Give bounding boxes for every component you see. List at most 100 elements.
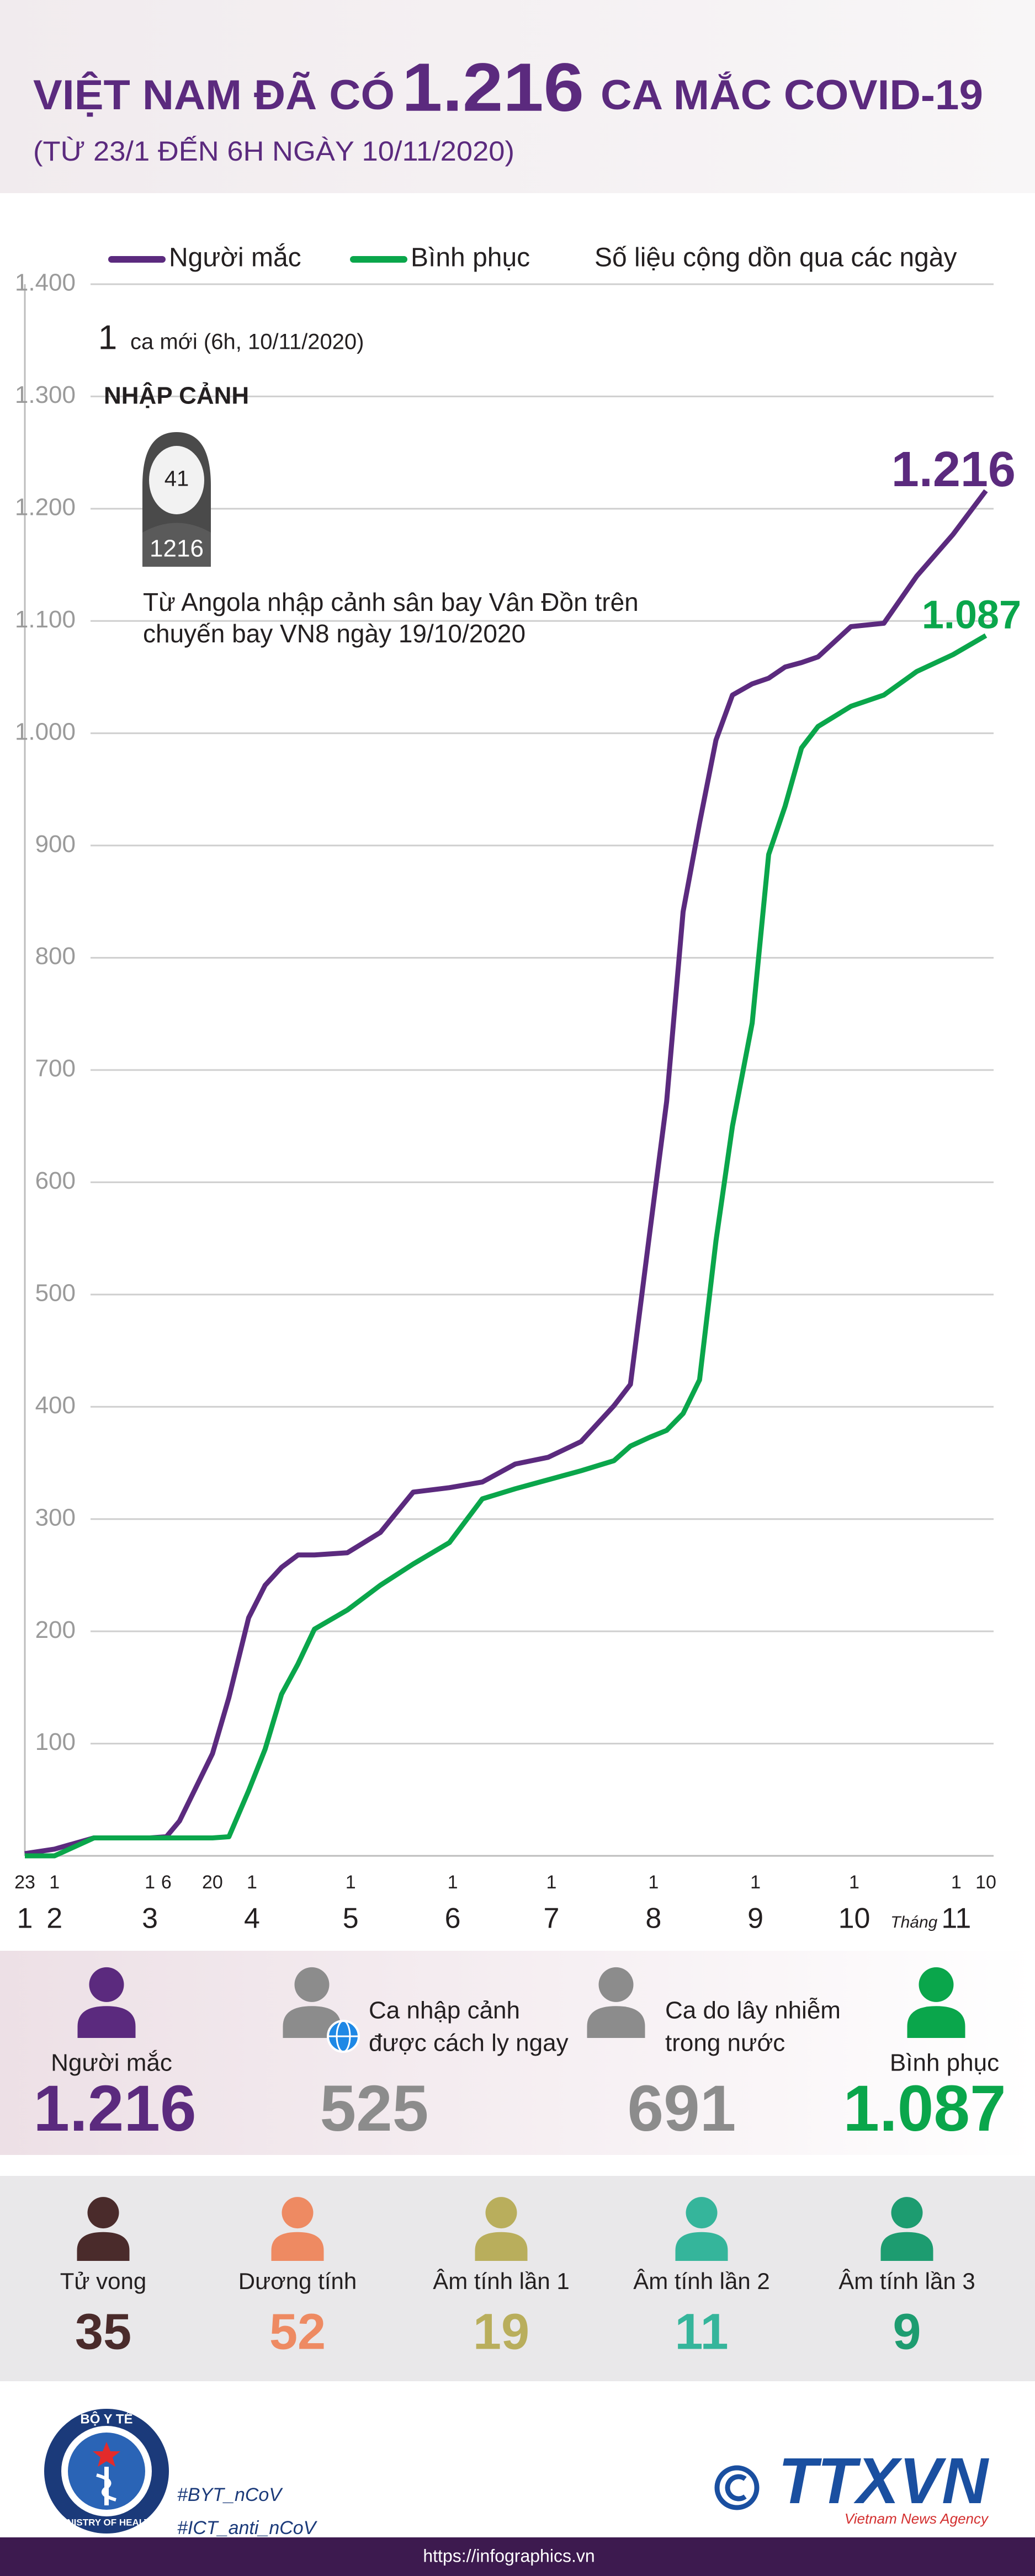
y-tick-label: 800 [35,943,76,970]
x-tick-label: 1 [546,1872,557,1893]
test-label: Âm tính lần 1 [433,2268,569,2294]
series-line [25,633,988,1859]
url: https://infographics.vn [423,2546,595,2566]
month-label: 4 [244,1903,260,1935]
month-label: 9 [747,1903,763,1935]
stats-panel [0,1951,1035,2155]
ministry-name: BỘ Y TẾ [80,2411,132,2426]
month-label: 7 [544,1903,560,1935]
test-label: Dương tính [238,2268,357,2294]
test-label: Âm tính lần 2 [633,2268,769,2294]
x-tick-label: 20 [202,1872,223,1893]
stat-label: được cách ly ngay [369,2030,569,2057]
month-label: 2 [46,1903,62,1935]
x-tick-label: 6 [161,1872,172,1893]
legend-label: Người mắc [169,243,301,273]
y-tick-label: 100 [35,1728,76,1755]
person-icon-head [598,1967,634,2002]
annotation-description: Từ Angola nhập cảnh sân bay Vân Đồn trên [143,588,639,616]
person-icon-body [283,2006,341,2038]
case-number: 1216 [150,535,204,562]
person-icon-body [77,2006,136,2038]
y-tick-label: 500 [35,1279,76,1306]
tests-panel [0,2176,1035,2381]
person-icon-body [475,2232,528,2261]
test-label: Âm tính lần 3 [838,2268,975,2294]
copyright-c [725,2474,747,2502]
person-icon-head [282,2197,314,2229]
x-tick-label: 23 [14,1872,35,1893]
x-tick-label: 1 [145,1872,155,1893]
title: VIỆT NAM ĐÃ CÓ [33,71,395,119]
month-label: 8 [645,1903,661,1935]
y-tick-label: 1.200 [15,493,76,520]
person-icon-body [271,2232,324,2261]
x-axis-label: Tháng [890,1913,937,1931]
stat-label: Người mắc [51,2050,172,2077]
y-tick-label: 1.300 [15,381,76,408]
person-icon-body [675,2232,728,2261]
month-label: 3 [142,1903,158,1935]
y-tick-label: 400 [35,1392,76,1419]
test-value: 52 [269,2303,326,2360]
header-background [0,0,1035,193]
person-icon-head [87,2197,119,2229]
month-label: 5 [343,1903,359,1935]
x-tick-label: 1 [648,1872,659,1893]
test-value: 35 [75,2303,131,2360]
test-value: 11 [675,2303,728,2360]
x-tick-label: 1 [448,1872,458,1893]
month-label: 1 [17,1903,33,1935]
stat-value: 1.216 [33,2072,196,2145]
person-icon-body [880,2232,933,2261]
legend-note: Số liệu cộng dồn qua các ngày [595,243,957,273]
person-icon-head [89,1967,124,2002]
copyright-mark [714,2465,760,2510]
annotation-description: chuyến bay VN8 ngày 19/10/2020 [143,619,526,648]
person-icon-head [891,2197,923,2229]
ministry-name-en: MINISTRY OF HEALTH [56,2517,156,2527]
url-bar [0,2537,1035,2576]
annotation-count: 1 [98,318,117,356]
agency-name: Vietnam News Agency [845,2510,989,2527]
person-icon-head [686,2197,718,2229]
y-tick-label: 1.000 [15,718,76,745]
annotation-heading: NHẬP CẢNH [104,382,249,409]
y-tick-label: 900 [35,831,76,858]
month-label: 6 [445,1903,461,1935]
test-value: 19 [473,2303,529,2360]
person-icon-head [485,2197,517,2229]
title: CA MẮC COVID-19 [601,71,983,119]
month-label: 10 [838,1903,871,1935]
agency-logo: TTXVN [778,2445,990,2518]
y-tick-label: 1.400 [15,269,76,296]
y-tick-label: 200 [35,1616,76,1643]
hashtag: #BYT_nCoV [177,2484,283,2505]
patient-face [149,446,204,514]
stat-label: trong nước [665,2030,785,2057]
x-tick-label: 1 [750,1872,761,1893]
stat-label: Ca nhập cảnh [369,1997,520,2024]
test-label: Tử vong [60,2268,147,2294]
ministry-logo [44,2409,169,2534]
y-tick-label: 700 [35,1055,76,1082]
y-tick-label: 600 [35,1167,76,1194]
month-label: 11 [941,1903,971,1935]
logo-snake [96,2473,116,2502]
chart: Người mắc Bình phục Số liệu cộng dồn qua c… [14,243,1021,1935]
person-icon-head [294,1967,330,2002]
stat-label: Bình phục [890,2050,999,2077]
person-icon-body [907,2006,965,2038]
stat-value: 525 [320,2072,429,2145]
x-tick-label: 1 [346,1872,356,1893]
series-line [24,489,988,1856]
stat-value: 1.087 [843,2072,1006,2145]
person-icon-body [587,2006,645,2038]
test-value: 9 [893,2303,921,2360]
patient-number: 41 [164,467,189,491]
y-tick-label: 1.100 [15,606,76,633]
data-label: 1.216 [891,442,1016,497]
